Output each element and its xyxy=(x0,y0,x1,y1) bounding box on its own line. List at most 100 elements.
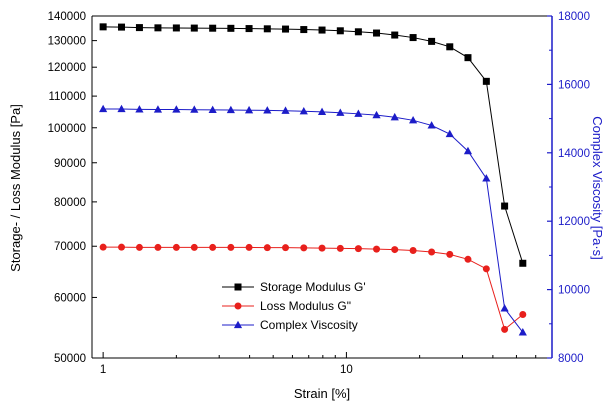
data-point-square xyxy=(263,25,271,33)
y-axis-label-right: Complex Viscosity [Pa·s] xyxy=(590,116,605,260)
data-point-square xyxy=(501,202,509,210)
data-point-triangle xyxy=(518,328,527,336)
data-point-square xyxy=(99,23,107,31)
data-point-circle xyxy=(318,244,326,252)
data-point-circle xyxy=(446,250,454,258)
data-point-triangle xyxy=(500,304,509,312)
data-point-triangle xyxy=(233,320,243,329)
y-left-tick-label: 80000 xyxy=(54,197,86,209)
data-point-triangle xyxy=(482,174,491,182)
data-point-circle xyxy=(227,243,235,251)
data-point-square xyxy=(282,25,290,33)
y-right-tick-label: 10000 xyxy=(558,285,590,297)
data-point-circle xyxy=(464,255,472,263)
data-point-circle xyxy=(263,244,271,252)
data-point-triangle xyxy=(390,112,399,121)
data-point-circle xyxy=(234,302,242,310)
data-point-circle xyxy=(501,325,509,333)
data-point-circle xyxy=(209,243,217,251)
data-point-square xyxy=(336,27,344,35)
data-point-circle xyxy=(373,245,381,253)
data-point-circle xyxy=(482,265,490,273)
legend-label: Loss Modulus G" xyxy=(260,299,351,313)
data-point-square xyxy=(172,24,180,32)
data-point-triangle xyxy=(153,105,163,113)
data-point-circle xyxy=(336,244,344,252)
data-point-square xyxy=(409,34,417,42)
y-left-tick-label: 90000 xyxy=(54,158,86,170)
data-point-square xyxy=(318,26,326,34)
data-point-circle xyxy=(282,244,290,252)
data-point-triangle xyxy=(244,105,254,114)
data-point-square xyxy=(209,24,217,32)
y-left-tick-label: 50000 xyxy=(54,353,86,365)
data-point-square xyxy=(354,28,362,36)
y-left-tick-label: 140000 xyxy=(48,11,86,23)
data-point-square xyxy=(519,259,527,267)
x-tick-label: 1 xyxy=(100,364,106,376)
y-left-tick-label: 130000 xyxy=(48,36,86,48)
y-left-tick-label: 120000 xyxy=(48,62,86,74)
data-point-square xyxy=(135,24,143,32)
data-point-triangle xyxy=(427,121,436,129)
series-line xyxy=(103,26,524,264)
data-point-triangle xyxy=(463,146,473,155)
data-point-square xyxy=(118,23,126,31)
y-right-tick-label: 8000 xyxy=(558,353,584,365)
data-point-square xyxy=(464,54,472,62)
data-point-circle xyxy=(99,243,107,251)
data-point-square xyxy=(227,24,235,32)
data-point-circle xyxy=(172,243,180,251)
data-point-circle xyxy=(354,245,362,253)
data-point-square xyxy=(300,26,308,34)
data-point-circle xyxy=(409,247,417,255)
data-point-circle xyxy=(118,243,126,251)
data-point-triangle xyxy=(190,105,199,113)
data-point-circle xyxy=(391,246,399,254)
data-point-circle xyxy=(190,243,198,251)
data-point-triangle xyxy=(135,105,144,113)
data-point-triangle xyxy=(99,104,108,113)
y-right-tick-label: 16000 xyxy=(558,79,590,91)
data-point-circle xyxy=(154,243,162,251)
data-point-square xyxy=(154,24,162,32)
data-point-triangle xyxy=(172,105,181,113)
data-point-triangle xyxy=(317,107,327,116)
data-point-square xyxy=(391,31,399,39)
data-point-triangle xyxy=(372,110,381,119)
data-point-triangle xyxy=(409,116,418,124)
data-point-triangle xyxy=(226,105,235,114)
data-point-triangle xyxy=(445,129,454,138)
data-point-circle xyxy=(300,244,308,252)
data-point-triangle xyxy=(299,106,308,115)
y-left-tick-label: 70000 xyxy=(54,241,86,253)
x-tick-label: 10 xyxy=(340,364,353,376)
y-axis-label-left: Storage- / Loss Modulus [Pa] xyxy=(8,104,23,272)
data-point-triangle xyxy=(263,106,272,114)
data-point-square xyxy=(373,29,381,37)
data-point-square xyxy=(245,25,253,33)
y-left-tick-label: 110000 xyxy=(48,91,86,103)
data-point-triangle xyxy=(336,108,345,116)
y-right-tick-label: 14000 xyxy=(558,148,590,160)
legend-label: Storage Modulus G' xyxy=(260,280,366,294)
data-point-circle xyxy=(519,310,527,318)
data-point-triangle xyxy=(117,104,126,113)
y-right-tick-label: 12000 xyxy=(558,216,590,228)
data-point-circle xyxy=(245,243,253,251)
data-point-square xyxy=(446,43,454,51)
y-right-tick-label: 18000 xyxy=(558,11,590,23)
legend-label: Complex Viscosity xyxy=(260,318,358,332)
x-axis-label: Strain [%] xyxy=(294,386,350,401)
data-point-square xyxy=(234,283,242,291)
data-point-square xyxy=(428,37,436,45)
data-point-circle xyxy=(135,243,143,251)
data-point-triangle xyxy=(208,105,217,113)
data-point-square xyxy=(190,24,198,32)
y-left-tick-label: 60000 xyxy=(54,292,86,304)
data-point-square xyxy=(482,77,490,85)
data-point-triangle xyxy=(354,109,363,117)
y-left-tick-label: 100000 xyxy=(48,123,86,135)
